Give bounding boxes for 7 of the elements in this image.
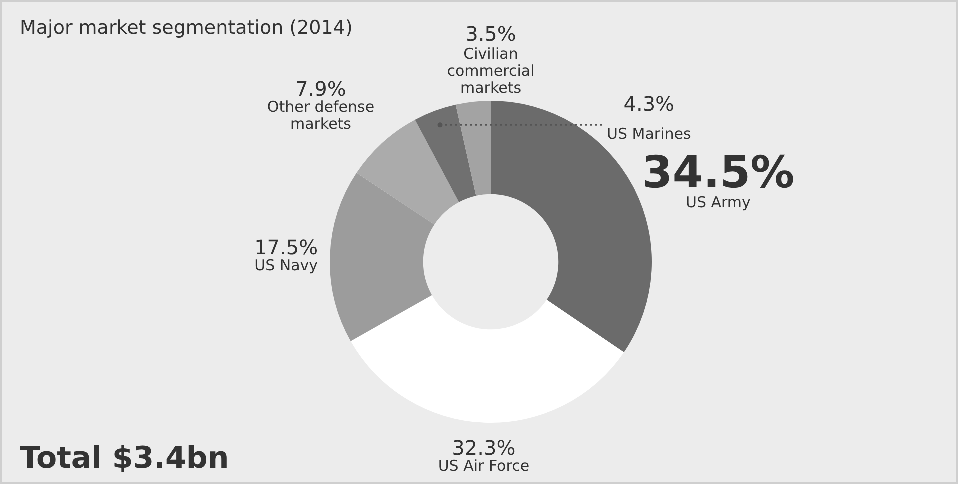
slice-label: Civilian commercial markets <box>447 45 535 97</box>
slice-label: US Army <box>686 193 752 212</box>
chart-title: Major market segmentation (2014) <box>20 17 353 39</box>
slice-label: US Marines <box>606 125 692 144</box>
data-label: 3.5% <box>466 22 516 46</box>
data-label: 4.3% <box>624 92 675 116</box>
text: Total $3.4bn <box>20 441 230 476</box>
